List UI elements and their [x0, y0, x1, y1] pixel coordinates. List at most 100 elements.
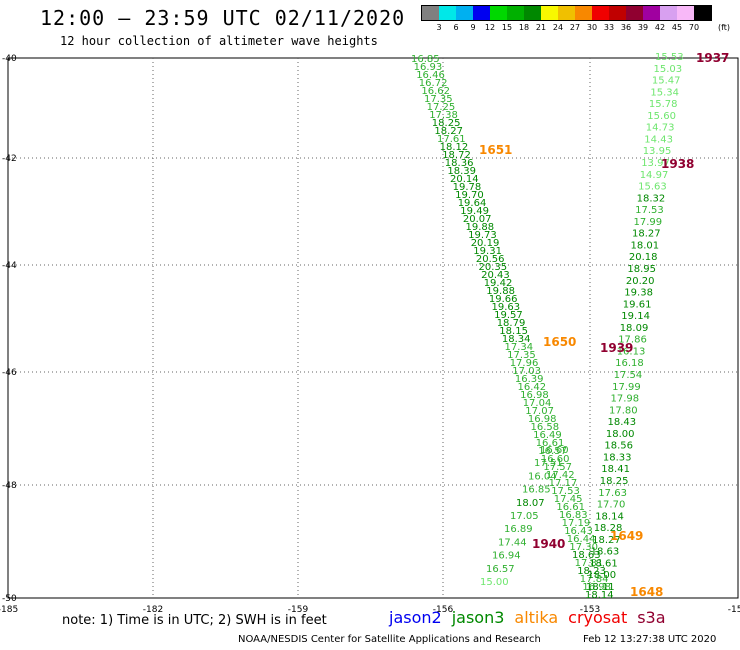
- wave-height-value: 16.93: [414, 62, 443, 73]
- wave-height-value: 19.73: [468, 230, 497, 241]
- wave-height-value: 17.51: [534, 458, 563, 469]
- wave-height-value: 15.47: [652, 76, 681, 87]
- lon-label: -156: [433, 605, 454, 615]
- footer-note: note: 1) Time is in UTC; 2) SWH is in fe…: [62, 613, 327, 628]
- wave-height-value: 17.35: [507, 350, 536, 361]
- scale-swatch: [609, 6, 626, 20]
- scale-swatch: [456, 6, 473, 20]
- wave-height-value: 17.80: [609, 405, 638, 416]
- lat-label: -50: [2, 594, 17, 604]
- wave-height-value: 18.11: [586, 582, 615, 593]
- wave-height-value: 19.63: [492, 302, 521, 313]
- scale-label: 6: [453, 23, 459, 32]
- lon-label: -150: [728, 605, 740, 615]
- wave-height-value: 18.00: [606, 429, 635, 440]
- wave-height-value: 14.73: [646, 123, 675, 134]
- lon-label: -185: [0, 605, 18, 615]
- scale-label: 18: [518, 23, 530, 32]
- wave-height-value: 19.31: [473, 246, 502, 257]
- wave-height-color-scale: [421, 5, 712, 21]
- generated-timestamp: Feb 12 13:27:38 UTC 2020: [583, 634, 717, 645]
- wave-height-value: 16.85: [411, 54, 440, 65]
- wave-height-value: 18.34: [502, 334, 531, 345]
- wave-height-value: 17.07: [525, 406, 554, 417]
- wave-height-value: 17.38: [429, 110, 458, 121]
- wave-height-value: 17.61: [437, 134, 466, 145]
- wave-height-value: 15.63: [638, 182, 667, 193]
- wave-height-value: 20.19: [471, 238, 500, 249]
- wave-height-value: 20.56: [476, 254, 505, 265]
- wave-height-value: 19.64: [458, 198, 487, 209]
- wave-height-value: 15.78: [649, 99, 678, 110]
- wave-height-value: 16.72: [419, 78, 448, 89]
- wave-height-value: 16.61: [556, 502, 585, 513]
- wave-height-value: 15.60: [647, 111, 676, 122]
- wave-height-value: 19.42: [484, 278, 513, 289]
- scale-swatch: [541, 6, 558, 20]
- wave-height-value: 16.89: [504, 524, 533, 535]
- pass-time-label: 1939: [600, 341, 633, 355]
- wave-height-value: 18.09: [620, 323, 649, 334]
- lon-label: -153: [580, 605, 600, 615]
- wave-height-value: 14.97: [640, 170, 669, 181]
- wave-height-value: 17.53: [551, 486, 580, 497]
- wave-height-value: 16.62: [421, 86, 450, 97]
- wave-height-value: 20.07: [463, 214, 492, 225]
- wave-height-value: 20.43: [481, 270, 510, 281]
- wave-height-value: 16.18: [615, 358, 644, 369]
- wave-height-value: 16.43: [564, 526, 593, 537]
- wave-height-value: 17.98: [611, 394, 640, 405]
- wave-height-value: 16.98: [528, 414, 557, 425]
- wave-height-value: 17.96: [510, 358, 539, 369]
- scale-swatch: [660, 6, 677, 20]
- legend-cryosat: cryosat: [568, 608, 628, 627]
- wave-height-value: 18.27: [592, 535, 621, 546]
- wave-height-value: 17.35: [424, 94, 453, 105]
- scale-label: 24: [552, 23, 564, 32]
- scale-swatch: [473, 6, 490, 20]
- wave-height-value: 16.39: [515, 374, 544, 385]
- lon-label: -159: [288, 605, 309, 615]
- wave-height-value: 17.05: [510, 511, 539, 522]
- wave-height-value: 17.04: [523, 398, 552, 409]
- wave-height-value: 20.35: [479, 262, 508, 273]
- legend-jason3: jason3: [451, 608, 505, 627]
- wave-height-value: 17.63: [598, 488, 627, 499]
- legend-jason2: jason2: [389, 608, 442, 627]
- wave-height-value: 17.17: [549, 478, 578, 489]
- pass-time-label: 1937: [696, 51, 729, 65]
- scale-label: 27: [569, 23, 581, 32]
- wave-height-value: 18.00: [588, 570, 617, 581]
- wave-height-value: 18.63: [572, 550, 601, 561]
- legend-altika: altika: [514, 608, 559, 627]
- wave-height-value: 19.49: [460, 206, 489, 217]
- scale-swatch: [677, 6, 694, 20]
- scale-swatch: [507, 6, 524, 20]
- wave-height-value: 16.58: [531, 422, 560, 433]
- wave-height-value: 18.14: [595, 511, 624, 522]
- wave-height-value: 16.98: [582, 582, 611, 593]
- wave-height-value: 16.46: [416, 70, 445, 81]
- scale-swatch: [575, 6, 592, 20]
- wave-height-value: 18.07: [516, 498, 545, 509]
- wave-height-value: 18.27: [434, 126, 463, 137]
- wave-height-value: 17.57: [543, 462, 572, 473]
- wave-height-value: 16.60: [541, 454, 570, 465]
- wave-height-value: 16.61: [536, 438, 565, 449]
- wave-height-value: 16.44: [567, 534, 596, 545]
- wave-height-value: 18.56: [604, 441, 633, 452]
- wave-height-value: 17.03: [512, 366, 541, 377]
- wave-height-value: 17.81: [575, 558, 604, 569]
- wave-height-value: 15.00: [480, 577, 509, 588]
- wave-height-value: 18.95: [627, 264, 656, 275]
- scale-swatch: [524, 6, 541, 20]
- wave-height-value: 16.57: [538, 446, 567, 457]
- wave-height-value: 18.25: [432, 118, 461, 129]
- wave-height-value: 17.53: [635, 205, 664, 216]
- wave-height-value: 17.25: [427, 102, 456, 113]
- scale-label: 36: [620, 23, 632, 32]
- scale-swatch: [439, 6, 456, 20]
- pass-time-label: 1938: [661, 157, 694, 171]
- wave-height-value: 17.86: [618, 335, 647, 346]
